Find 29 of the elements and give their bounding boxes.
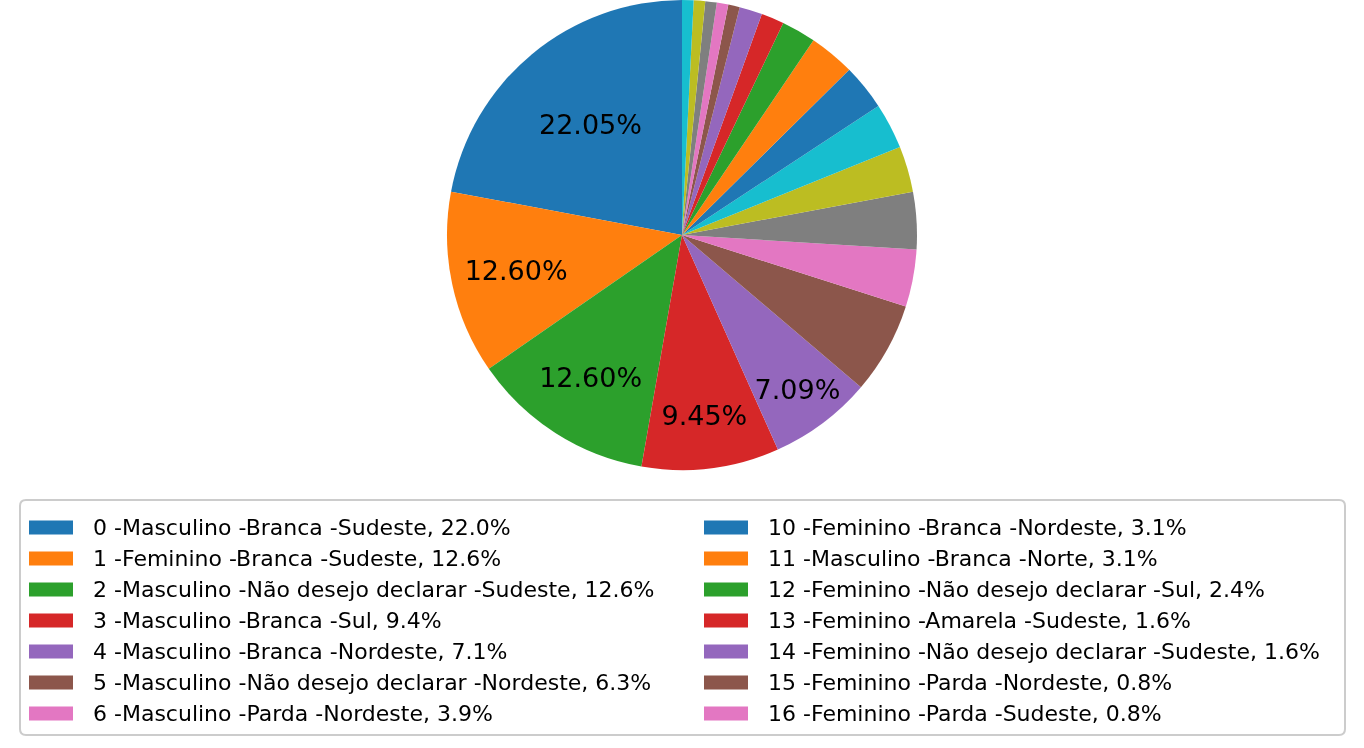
pie-slice	[682, 1, 717, 235]
pie-slice	[682, 235, 917, 307]
data-label: 9.45%	[661, 399, 748, 431]
legend-label: 10 -Feminino -Branca -Nordeste, 3.1%	[768, 515, 1187, 540]
pie-slice	[682, 22, 814, 235]
pie-slice	[447, 191, 682, 369]
legend-label: 4 -Masculino -Branca -Nordeste, 7.1%	[93, 639, 508, 664]
legend-label: 15 -Feminino -Parda -Nordeste, 0.8%	[768, 670, 1173, 695]
pie-slice	[682, 13, 784, 235]
pie-slice	[682, 40, 850, 235]
data-label: 7.09%	[754, 373, 841, 405]
legend-label: 5 -Masculino -Não desejo declarar -Nordeste, 6.3%	[93, 670, 652, 695]
pie-slice	[682, 147, 913, 235]
legend-label: 2 -Masculino -Não desejo declarar -Sudeste, 12.6%	[93, 577, 655, 602]
legend-label: 13 -Feminino -Amarela -Sudeste, 1.6%	[768, 608, 1191, 633]
legend-label: 3 -Masculino -Branca -Sul, 9.4%	[93, 608, 442, 633]
legend-label: 11 -Masculino -Branca -Norte, 3.1%	[768, 546, 1158, 571]
legend-label: 16 -Feminino -Parda -Sudeste, 0.8%	[768, 701, 1162, 726]
pie-slice	[682, 105, 900, 235]
legend-label: 1 -Feminino -Branca -Sudeste, 12.6%	[93, 546, 502, 571]
data-label: 12.60%	[464, 254, 568, 286]
legend-label: 0 -Masculino -Branca -Sudeste, 22.0%	[93, 515, 511, 540]
data-label: 22.05%	[538, 109, 642, 141]
legend-label: 12 -Feminino -Não desejo declarar -Sul, 2.4%	[768, 577, 1265, 602]
data-label: 12.60%	[539, 362, 643, 394]
pie-slice	[682, 191, 917, 250]
pie-slice	[682, 4, 740, 235]
legend-label: 14 -Feminino -Não desejo declarar -Sudeste, 1.6%	[768, 639, 1320, 664]
legend-label: 6 -Masculino -Parda -Nordeste, 3.9%	[93, 701, 493, 726]
